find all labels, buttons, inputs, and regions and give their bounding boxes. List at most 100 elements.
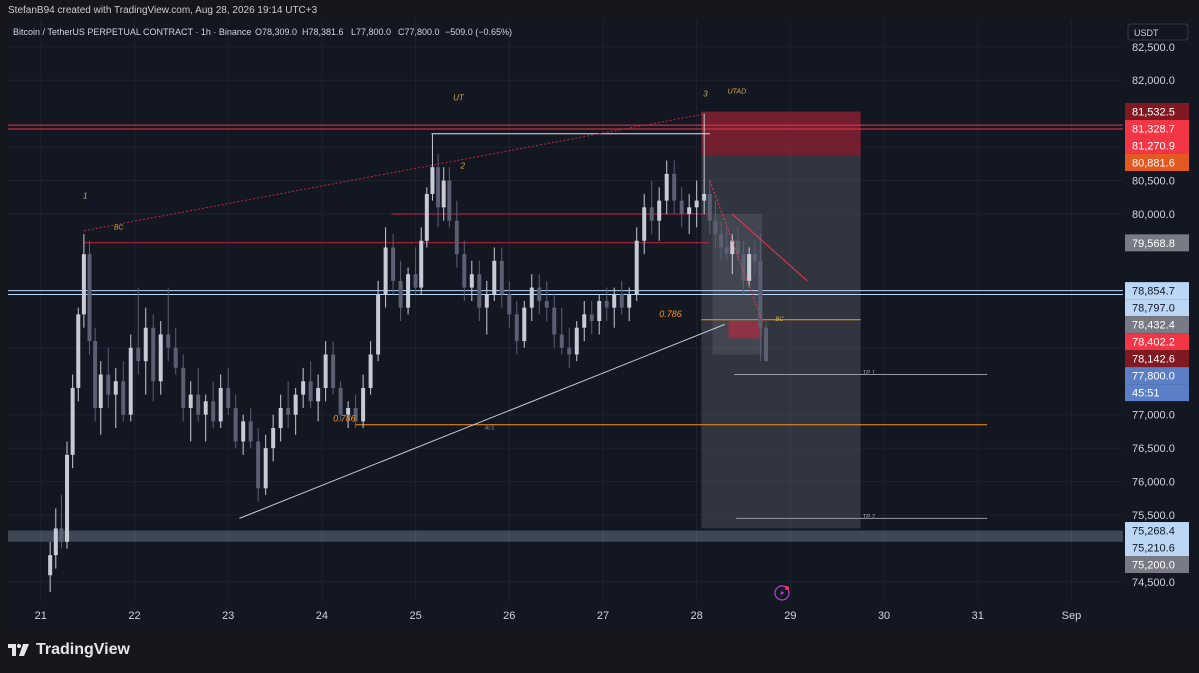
candle-body — [346, 408, 351, 415]
price-label-text: 75,268.4 — [1132, 526, 1175, 538]
candle-body — [256, 441, 261, 489]
candle-body — [574, 327, 579, 355]
candle-body — [642, 207, 647, 241]
descending-trendline — [731, 213, 808, 282]
stop-loss-zone — [701, 111, 861, 156]
candle-body — [308, 381, 313, 402]
candle-body — [81, 254, 86, 315]
candle-body — [764, 327, 769, 362]
candle-body — [537, 287, 542, 301]
candle-body — [158, 334, 163, 382]
price-label-badge — [1125, 316, 1189, 334]
tradingview-logo[interactable]: TradingView — [8, 641, 130, 659]
time-tick-label: 25 — [409, 610, 421, 622]
price-label-text: 81,270.9 — [1132, 140, 1175, 152]
candle-body — [113, 381, 118, 395]
candle-body — [559, 334, 564, 348]
price-label-text: 81,532.5 — [1132, 106, 1175, 118]
time-axis: 21 22 23 24 25 26 27 28 29 30 31 Sep — [35, 610, 1082, 622]
annotation-label: TP 1 — [863, 371, 875, 377]
price-label-text: 79,568.8 — [1132, 238, 1175, 250]
candle-body — [143, 327, 148, 362]
legend-low: L77,800.0 — [351, 27, 391, 37]
currency-badge[interactable] — [1127, 23, 1189, 41]
candle-body — [226, 387, 231, 408]
lightning-alert-icon[interactable] — [774, 585, 790, 601]
candle-body — [597, 300, 602, 322]
legend-symbol: Bitcoin / TetherUS PERPETUAL CONTRACT · … — [13, 27, 251, 37]
candle-body — [128, 347, 133, 415]
price-tick-label: 82,000.0 — [1132, 75, 1175, 87]
price-label-text: 45:51 — [1132, 388, 1160, 400]
candle-body — [477, 274, 482, 308]
price-label-badge — [1125, 539, 1189, 557]
price-label-badge — [1125, 282, 1189, 300]
price-tick-label: 82,500.0 — [1132, 42, 1175, 54]
candle-body — [441, 180, 446, 208]
price-label-text: 78,142.6 — [1132, 354, 1175, 366]
candle-body — [672, 173, 677, 201]
price-tick-label: 80,000.0 — [1132, 209, 1175, 221]
candle-body — [368, 354, 373, 388]
time-tick-label: 28 — [691, 610, 703, 622]
levels — [8, 124, 1123, 519]
candle-body — [687, 207, 692, 214]
candle-body — [173, 347, 178, 368]
legend-open: O78,309.0 — [255, 27, 297, 37]
candle-body — [293, 394, 298, 415]
annotation-label: 3 — [703, 89, 708, 98]
candle-body — [436, 167, 441, 208]
candle-body — [286, 408, 291, 415]
candle-body — [719, 234, 724, 248]
annotation-label: BC — [114, 224, 125, 231]
candle-body — [424, 193, 429, 241]
candle-body — [406, 274, 411, 308]
candle-body — [758, 260, 763, 328]
small-loss-zone — [728, 321, 763, 339]
price-label-badge — [1125, 350, 1189, 368]
candle-body — [361, 387, 366, 422]
candle-body — [316, 387, 321, 402]
candle-body — [544, 300, 549, 308]
candle-body — [323, 354, 328, 388]
candle-body — [331, 354, 336, 388]
candle-body — [188, 394, 193, 408]
currency-label: USDT — [1134, 28, 1159, 38]
candle-body — [166, 334, 171, 348]
dotted-drop-line — [709, 180, 763, 322]
candle-body — [552, 307, 557, 335]
price-label-text: 81,328.7 — [1132, 123, 1175, 135]
candle-body — [391, 247, 396, 281]
annotation-label: 0.786 — [659, 309, 682, 319]
candle-body — [567, 347, 572, 355]
candle-body — [53, 528, 58, 556]
candle-body — [278, 408, 283, 429]
annotation-label: ALS — [484, 425, 495, 431]
price-label-badge — [1125, 367, 1189, 385]
candle-body — [106, 374, 111, 395]
candle-body — [59, 528, 64, 542]
candle-body — [93, 341, 98, 408]
price-label-badge — [1125, 119, 1189, 137]
time-axis-background[interactable] — [8, 602, 1199, 629]
price-tick-label: 76,000.0 — [1132, 477, 1175, 489]
annotation-label: BC — [775, 317, 784, 323]
grid — [8, 20, 1123, 602]
price-tick-label: 75,500.0 — [1132, 510, 1175, 522]
price-label-text: 80,881.6 — [1132, 157, 1175, 169]
candle-body — [735, 240, 740, 255]
candle-body — [529, 287, 534, 308]
plot-background — [8, 20, 1123, 602]
support-band-zone — [8, 530, 1123, 542]
time-tick-label: 23 — [222, 610, 234, 622]
candle-body — [181, 367, 186, 408]
candle-body — [447, 180, 452, 221]
candle-body — [657, 200, 662, 221]
time-tick-label: 29 — [784, 610, 796, 622]
candle-body — [121, 381, 126, 415]
price-tick-label: 76,500.0 — [1132, 443, 1175, 455]
price-labels: 81,532.5 81,328.7 81,270.9 80,881.6 79,568.8… — [1125, 102, 1189, 574]
price-label-badge — [1125, 299, 1189, 317]
